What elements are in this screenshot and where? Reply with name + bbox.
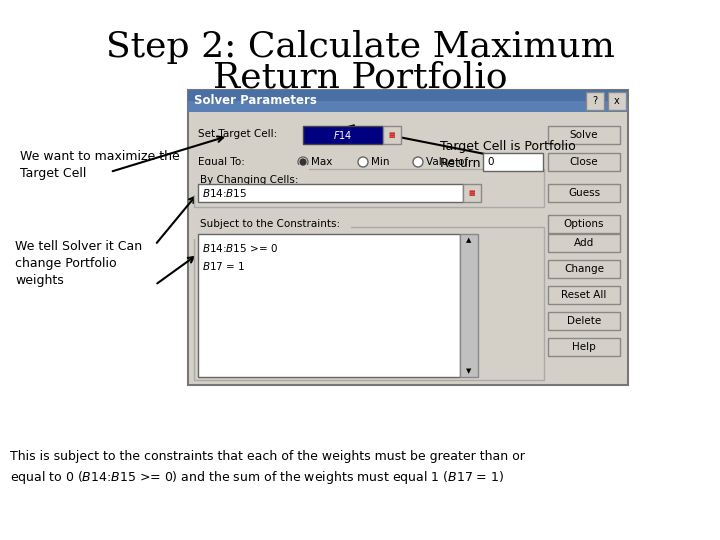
Bar [483, 153, 543, 171]
Bar [548, 260, 620, 278]
Text: $F$14: $F$14 [333, 129, 353, 141]
Text: 0: 0 [487, 157, 493, 167]
Bar [548, 153, 620, 171]
Text: Step 2: Calculate Maximum: Step 2: Calculate Maximum [106, 30, 614, 64]
Bar [194, 227, 544, 380]
Bar [188, 90, 628, 385]
Text: Solve: Solve [570, 130, 598, 140]
Bar [548, 184, 620, 202]
Text: Options: Options [564, 219, 604, 229]
Text: x: x [614, 96, 620, 106]
Bar [198, 184, 463, 202]
Bar [194, 169, 544, 207]
Circle shape [298, 157, 308, 167]
Text: Target Cell is Portfolio
Return: Target Cell is Portfolio Return [440, 140, 576, 170]
Circle shape [358, 157, 368, 167]
Text: Reset All: Reset All [562, 290, 607, 300]
Text: $B$14:$B$15: $B$14:$B$15 [202, 187, 247, 199]
Bar [548, 338, 620, 356]
Bar [188, 90, 628, 112]
Bar [198, 234, 460, 377]
Text: ▦: ▦ [469, 190, 475, 196]
Text: Subject to the Constraints:: Subject to the Constraints: [200, 219, 340, 229]
Bar [548, 215, 620, 233]
Text: ?: ? [593, 96, 598, 106]
Text: Max: Max [311, 157, 333, 167]
Text: This is subject to the constraints that each of the weights must be greater than: This is subject to the constraints that … [10, 450, 525, 486]
Bar [188, 101, 628, 112]
Bar [460, 234, 478, 377]
Text: ▼: ▼ [467, 368, 472, 374]
Text: Equal To:: Equal To: [198, 157, 245, 167]
Text: We want to maximize the
Target Cell: We want to maximize the Target Cell [20, 150, 180, 180]
Text: Return Portfolio: Return Portfolio [212, 60, 508, 94]
Text: We tell Solver it Can
change Portfolio
weights: We tell Solver it Can change Portfolio w… [15, 240, 142, 287]
Text: ▲: ▲ [467, 237, 472, 243]
Text: Change: Change [564, 264, 604, 274]
Text: Value of:: Value of: [426, 157, 472, 167]
Text: By Changing Cells:: By Changing Cells: [200, 175, 299, 185]
Text: Add: Add [574, 238, 594, 248]
Text: Delete: Delete [567, 316, 601, 326]
Text: ▦: ▦ [389, 132, 395, 138]
Text: Min: Min [371, 157, 390, 167]
Bar [548, 126, 620, 144]
Bar [383, 126, 401, 144]
Text: Solver Parameters: Solver Parameters [194, 94, 317, 107]
Text: $B$14:$B$15 >= 0
$B$17 = 1: $B$14:$B$15 >= 0 $B$17 = 1 [202, 242, 278, 272]
Bar [548, 286, 620, 304]
Bar [586, 92, 604, 110]
Circle shape [300, 159, 306, 165]
Bar [608, 92, 626, 110]
Bar [548, 234, 620, 252]
Text: Help: Help [572, 342, 596, 352]
Circle shape [413, 157, 423, 167]
Text: Close: Close [570, 157, 598, 167]
Text: Set Target Cell:: Set Target Cell: [198, 129, 277, 139]
Bar [548, 312, 620, 330]
Bar [303, 126, 383, 144]
Bar [463, 184, 481, 202]
Text: Guess: Guess [568, 188, 600, 198]
